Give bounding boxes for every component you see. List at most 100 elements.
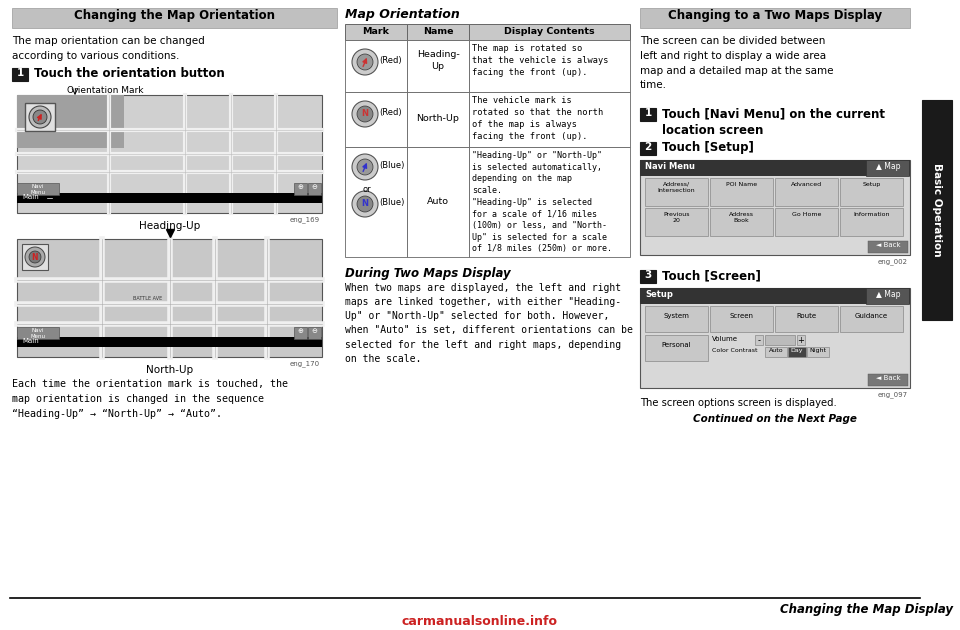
Circle shape [352, 154, 378, 180]
Bar [294, 327, 307, 339]
Text: 1: 1 [644, 108, 652, 118]
Bar [640, 8, 910, 28]
Bar [640, 288, 910, 304]
Bar [640, 108, 656, 121]
Text: Night: Night [809, 348, 827, 353]
Text: eng_170: eng_170 [290, 360, 320, 367]
Text: Personal: Personal [661, 342, 691, 348]
Text: Touch [Screen]: Touch [Screen] [662, 269, 761, 282]
Bar [640, 160, 910, 255]
Bar [407, 147, 469, 257]
Circle shape [33, 110, 47, 124]
Text: (Red): (Red) [379, 56, 401, 65]
Bar [25, 103, 55, 131]
Text: Volume: Volume [712, 336, 738, 342]
Text: ⊕: ⊕ [297, 184, 303, 190]
Text: Color Contrast: Color Contrast [712, 348, 757, 353]
Bar [807, 347, 829, 357]
Bar [308, 183, 321, 195]
Text: Name: Name [422, 27, 453, 36]
Circle shape [29, 106, 51, 128]
Text: Changing the Map Display   3-7: Changing the Map Display 3-7 [780, 603, 960, 616]
Bar [12, 8, 337, 28]
Bar [308, 327, 321, 339]
Bar [840, 178, 903, 206]
Text: eng_097: eng_097 [877, 391, 908, 398]
Text: The vehicle mark is
rotated so that the north
of the map is always
facing the fr: The vehicle mark is rotated so that the … [472, 96, 603, 141]
Text: carmanualsonline.info: carmanualsonline.info [402, 615, 558, 628]
Text: Route: Route [797, 313, 817, 319]
Circle shape [352, 101, 378, 127]
Bar [469, 147, 630, 257]
Text: Navi
Menu: Navi Menu [31, 184, 45, 195]
Text: eng_002: eng_002 [878, 258, 908, 265]
Circle shape [25, 247, 45, 267]
Text: Go Home: Go Home [792, 212, 821, 217]
Bar [17, 337, 322, 347]
Bar [866, 160, 909, 176]
Bar [840, 306, 903, 332]
Bar [345, 24, 407, 40]
Text: Mark: Mark [363, 27, 390, 36]
Text: ▲ Map: ▲ Map [876, 290, 900, 299]
Bar [775, 208, 838, 236]
Text: During Two Maps Display: During Two Maps Display [345, 267, 511, 280]
Text: Changing to a Two Maps Display: Changing to a Two Maps Display [668, 9, 882, 22]
Bar [12, 68, 28, 81]
Bar [840, 208, 903, 236]
Bar [640, 288, 910, 388]
Text: Display Contents: Display Contents [504, 27, 595, 36]
Text: Information: Information [853, 212, 890, 217]
Text: eng_169: eng_169 [290, 216, 320, 223]
Text: Each time the orientation mark is touched, the
map orientation is changed in the: Each time the orientation mark is touche… [12, 379, 288, 418]
Bar [17, 95, 124, 148]
Text: Orientation Mark: Orientation Mark [67, 86, 143, 95]
Text: +: + [798, 336, 804, 345]
Bar [797, 335, 805, 345]
Text: The screen can be divided between
left and right to display a wide area
map and : The screen can be divided between left a… [640, 36, 833, 90]
Text: ◄ Back: ◄ Back [876, 242, 900, 248]
Bar [17, 95, 322, 213]
Text: Day: Day [791, 348, 804, 353]
Text: Touch the orientation button: Touch the orientation button [34, 67, 225, 80]
Bar [645, 178, 708, 206]
Bar [294, 183, 307, 195]
Text: (Blue): (Blue) [379, 161, 404, 170]
Bar [645, 335, 708, 361]
Bar [868, 374, 908, 386]
Bar [922, 100, 952, 320]
Text: Auto: Auto [427, 197, 449, 206]
Text: Touch [Setup]: Touch [Setup] [662, 141, 754, 154]
Bar [710, 208, 773, 236]
Bar [640, 270, 656, 283]
Text: 3: 3 [644, 270, 652, 280]
Text: POI Name: POI Name [726, 182, 757, 187]
Bar [775, 178, 838, 206]
Text: "Heading-Up" or "North-Up"
is selected automatically,
depending on the map
scale: "Heading-Up" or "North-Up" is selected a… [472, 151, 612, 253]
Bar [17, 183, 59, 195]
Bar [469, 92, 630, 147]
Text: Changing the Map Orientation: Changing the Map Orientation [74, 9, 275, 22]
Bar [868, 241, 908, 253]
Text: ⊖: ⊖ [311, 328, 317, 334]
Text: Guidance: Guidance [855, 313, 888, 319]
Bar [345, 92, 407, 147]
Text: Map Orientation: Map Orientation [345, 8, 460, 21]
Text: Setup: Setup [645, 290, 673, 299]
Text: Auto: Auto [769, 348, 783, 353]
Text: ◄ Back: ◄ Back [876, 375, 900, 381]
Text: North-Up: North-Up [417, 114, 460, 123]
Text: The screen options screen is displayed.: The screen options screen is displayed. [640, 398, 837, 408]
Text: Touch [Navi Menu] on the current
location screen: Touch [Navi Menu] on the current locatio… [662, 107, 885, 137]
Bar [775, 306, 838, 332]
Bar [765, 347, 787, 357]
Bar [469, 40, 630, 92]
Bar [345, 40, 407, 92]
Text: Address
Book: Address Book [729, 212, 754, 223]
Bar [645, 208, 708, 236]
Bar [788, 347, 806, 357]
Text: ▲ Map: ▲ Map [876, 162, 900, 171]
Text: Previous
20: Previous 20 [663, 212, 689, 223]
Bar [640, 142, 656, 155]
Text: Setup: Setup [862, 182, 880, 187]
